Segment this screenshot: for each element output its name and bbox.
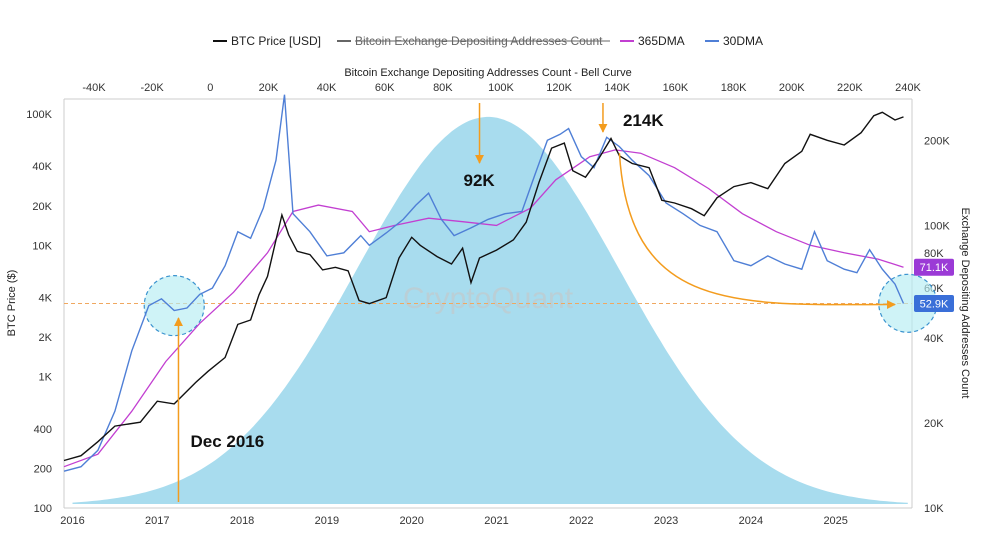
top-axis-ticks: -40K -20K 0 20K 40K 60K 80K 100K 120K 140K 160K 180…: [82, 82, 921, 94]
bottom-axis-ticks: 2016 2017 2018 2019 2020 2021 2022 2023 2024 2025: [60, 515, 848, 527]
legend-item-365dma[interactable]: 365DMA: [620, 34, 685, 48]
top-axis-title: Bitcoin Exchange Depositing Addresses Co…: [344, 67, 631, 79]
top-tick-label: 180K: [721, 82, 747, 94]
right-tick-label: 20K: [924, 418, 944, 430]
top-tick-label: 160K: [663, 82, 689, 94]
top-tick-label: 80K: [433, 82, 453, 94]
x-tick-label: 2025: [823, 515, 847, 527]
x-tick-label: 2024: [739, 515, 763, 527]
legend-label-btc-price: BTC Price [USD]: [231, 34, 321, 48]
top-tick-label: -20K: [141, 82, 165, 94]
svg-text:52.9K: 52.9K: [920, 299, 949, 311]
top-tick-label: 40K: [317, 82, 337, 94]
svg-text:71.1K: 71.1K: [920, 262, 949, 274]
top-tick-label: 240K: [895, 82, 921, 94]
top-tick-label: 20K: [259, 82, 279, 94]
left-tick-label: 100: [34, 503, 52, 515]
legend-item-btc-price[interactable]: BTC Price [USD]: [213, 34, 321, 48]
legend-label-30dma: 30DMA: [723, 34, 763, 48]
left-axis-ticks: 100 200 400 1K 2K 4K 10K 20K 40K 100K: [26, 109, 52, 515]
right-tick-label: 200K: [924, 135, 950, 147]
x-tick-label: 2019: [315, 515, 339, 527]
left-tick-label: 100K: [26, 109, 52, 121]
x-tick-label: 2023: [654, 515, 678, 527]
left-tick-label: 4K: [39, 293, 53, 305]
left-tick-label: 10K: [32, 240, 52, 252]
left-tick-label: 40K: [32, 161, 52, 173]
right-tick-label: 100K: [924, 220, 950, 232]
right-tick-label: 40K: [924, 333, 944, 345]
left-tick-label: 2K: [39, 332, 53, 344]
x-tick-label: 2018: [230, 515, 254, 527]
annotation-214k: 214K: [623, 111, 664, 130]
right-tick-label: 10K: [924, 503, 944, 515]
badge-30dma-value: 52.9K: [914, 295, 954, 313]
right-axis-title: Exchange Depositing Addresses Count: [959, 208, 971, 399]
x-tick-label: 2022: [569, 515, 593, 527]
left-tick-label: 400: [34, 424, 52, 436]
left-tick-label: 1K: [39, 372, 53, 384]
annotation-92k: 92K: [464, 171, 496, 190]
top-tick-label: -40K: [82, 82, 106, 94]
bell-curve-area: [72, 116, 908, 505]
x-tick-label: 2020: [399, 515, 423, 527]
annotation-dec-2016: Dec 2016: [190, 432, 264, 451]
series-btc-price-line: [63, 111, 904, 462]
top-tick-label: 60K: [375, 82, 395, 94]
x-tick-label: 2017: [145, 515, 169, 527]
legend-item-depositing-addresses[interactable]: Bitcoin Exchange Depositing Addresses Co…: [337, 34, 610, 48]
left-tick-label: 20K: [32, 201, 52, 213]
arrow-decline-curve: [618, 153, 896, 310]
left-tick-label: 200: [34, 463, 52, 475]
right-tick-label: 80K: [924, 248, 944, 260]
series-30dma-line: [63, 94, 905, 472]
top-tick-label: 0: [207, 82, 213, 94]
top-tick-label: 120K: [546, 82, 572, 94]
x-tick-label: 2016: [60, 515, 84, 527]
top-tick-label: 100K: [488, 82, 514, 94]
legend-item-30dma[interactable]: 30DMA: [705, 34, 763, 48]
badge-365dma-value: 71.1K: [914, 258, 954, 276]
top-tick-label: 140K: [604, 82, 630, 94]
legend-label-365dma: 365DMA: [638, 34, 685, 48]
top-tick-label: 200K: [779, 82, 805, 94]
highlight-circle-left: [143, 275, 205, 337]
legend: BTC Price [USD] Bitcoin Exchange Deposit…: [213, 34, 763, 48]
top-tick-label: 220K: [837, 82, 863, 94]
watermark: CryptoQuant: [403, 282, 574, 315]
annotation-arrows: [173, 103, 896, 502]
left-axis-title: BTC Price ($): [6, 270, 18, 337]
x-tick-label: 2021: [484, 515, 508, 527]
